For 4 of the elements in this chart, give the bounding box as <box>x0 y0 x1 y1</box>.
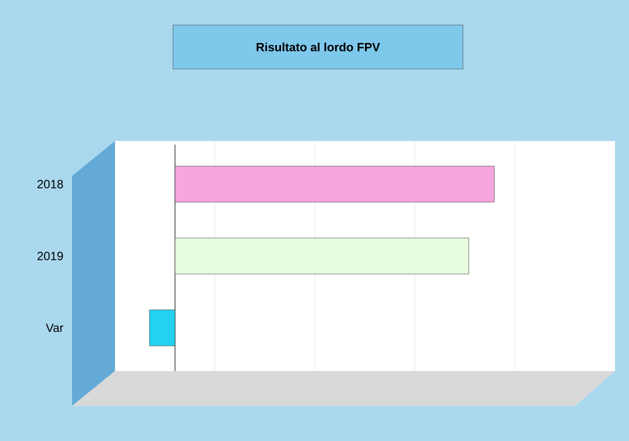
y-tick-label: Var <box>46 324 64 332</box>
chart-title: Risultato al lordo FPV <box>256 42 380 52</box>
y-tick-label: 2018 <box>37 180 63 188</box>
y-tick-label: 2019 <box>37 252 63 260</box>
